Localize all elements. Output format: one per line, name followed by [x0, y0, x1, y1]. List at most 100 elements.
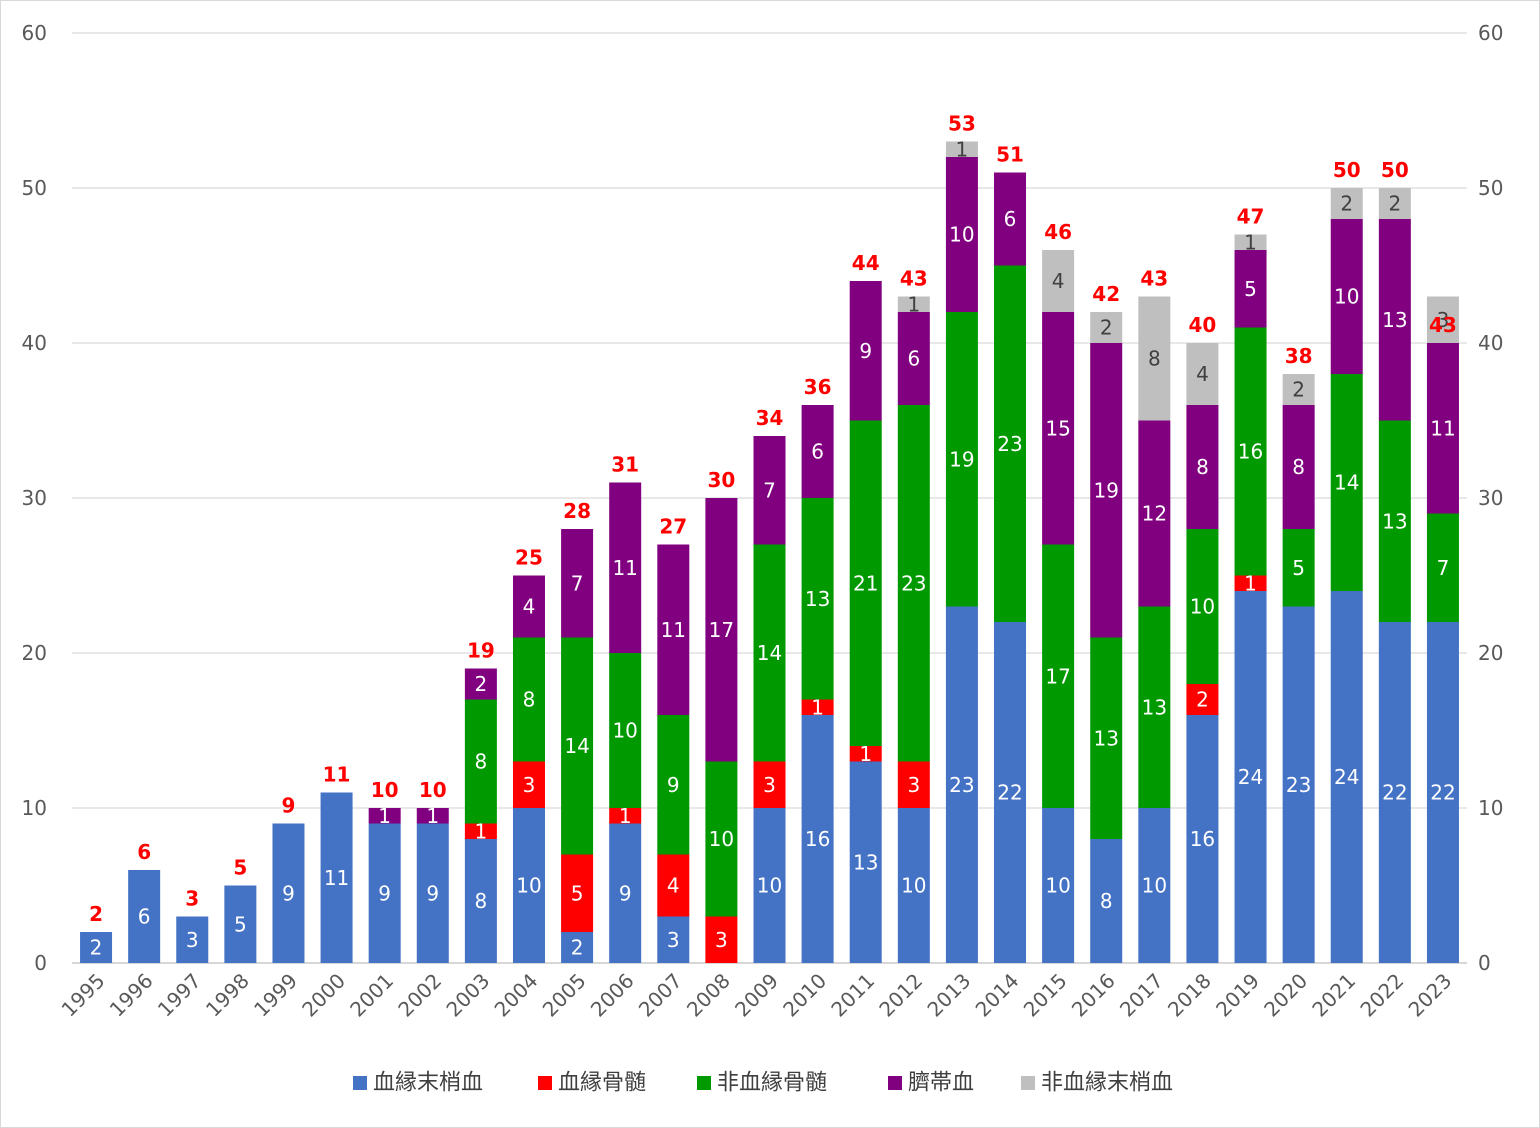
legend-swatch	[1021, 1076, 1035, 1090]
legend-item: 臍帯血	[888, 1071, 974, 1096]
data-label: 4	[1196, 362, 1209, 386]
data-label: 14	[757, 641, 782, 665]
total-label: 27	[659, 515, 687, 539]
data-label: 13	[1382, 308, 1407, 332]
y-tick-label-right: 60	[1478, 21, 1503, 45]
bar-segment	[657, 715, 690, 855]
bar-segment	[512, 761, 545, 808]
bar-segment	[1426, 343, 1459, 514]
bar-segment	[1234, 250, 1267, 328]
data-label: 9	[859, 339, 872, 363]
bar-segment	[994, 172, 1027, 266]
data-label: 19	[1093, 478, 1118, 502]
total-label: 19	[467, 639, 495, 663]
data-label: 13	[853, 850, 878, 874]
bar-segment	[464, 823, 497, 839]
total-label: 46	[1044, 220, 1072, 244]
data-label: 16	[1238, 440, 1263, 464]
data-label: 6	[811, 440, 824, 464]
data-label: 1	[378, 804, 391, 828]
bar-segment	[1138, 606, 1171, 808]
data-label: 11	[324, 866, 349, 890]
data-label: 1	[426, 804, 439, 828]
data-label: 10	[949, 223, 974, 247]
legend-swatch	[538, 1076, 552, 1090]
y-tick-label-left: 0	[34, 951, 47, 975]
data-label: 2	[1292, 378, 1305, 402]
data-label: 3	[763, 773, 776, 797]
bar-segment	[561, 529, 594, 638]
bar-segment	[1186, 684, 1219, 715]
bar-segment	[849, 761, 882, 963]
bar-segment	[753, 544, 786, 762]
bar-segment	[1234, 327, 1267, 576]
data-label: 24	[1238, 765, 1263, 789]
data-label: 8	[475, 889, 488, 913]
data-label: 2	[1340, 192, 1353, 216]
legend-label: 非血縁骨髄	[717, 1071, 827, 1096]
bar-segment	[1042, 808, 1075, 963]
total-label: 5	[233, 856, 247, 880]
bar-segment	[1426, 296, 1459, 343]
bar-segment	[464, 668, 497, 700]
data-label: 4	[523, 595, 536, 619]
data-label: 3	[907, 773, 920, 797]
y-axis-right: 0 10 20 30 40 50 60	[1478, 21, 1503, 975]
data-label: 10	[1190, 595, 1215, 619]
data-label: 1	[907, 292, 920, 316]
data-label: 3	[186, 928, 199, 952]
bar-segment	[368, 808, 401, 824]
total-label: 6	[137, 840, 151, 864]
bar-segment	[1426, 622, 1459, 963]
bar-segment	[561, 637, 594, 855]
total-label: 43	[1140, 267, 1168, 291]
data-label: 5	[1244, 277, 1257, 301]
legend-swatch	[697, 1076, 711, 1090]
bar-segment	[1234, 591, 1267, 963]
data-label: 23	[949, 773, 974, 797]
total-label: 3	[185, 887, 199, 911]
total-label: 51	[996, 143, 1024, 167]
data-label: 9	[378, 881, 391, 905]
data-label: 6	[1004, 207, 1017, 231]
bar-segment	[609, 482, 642, 653]
bar-segment	[849, 420, 882, 746]
bar-segment	[801, 699, 834, 715]
data-label: 3	[523, 773, 536, 797]
data-label: 13	[1093, 726, 1118, 750]
bar-segment	[561, 932, 594, 963]
y-tick-label-left: 60	[22, 21, 47, 45]
bar-segment	[897, 312, 930, 405]
total-label: 25	[515, 546, 543, 570]
data-label: 10	[612, 719, 637, 743]
data-label: 14	[564, 734, 589, 758]
data-label: 16	[1190, 827, 1215, 851]
data-label: 3	[715, 928, 728, 952]
bar-segment	[801, 498, 834, 700]
total-label: 47	[1237, 205, 1265, 229]
bar-segment	[1378, 420, 1411, 622]
bar-segment	[705, 498, 738, 762]
total-label: 10	[371, 778, 399, 802]
bar-segment	[1282, 529, 1315, 607]
bar-segment	[1042, 544, 1075, 808]
bar-segment	[849, 746, 882, 762]
data-label: 2	[90, 936, 103, 960]
data-label: 1	[1244, 230, 1257, 254]
bar-segment	[657, 916, 690, 963]
data-label: 3	[1437, 308, 1450, 332]
bar-segment	[1330, 374, 1363, 591]
legend-label: 臍帯血	[908, 1071, 974, 1096]
bar-segment	[1330, 219, 1363, 374]
data-label: 10	[757, 874, 782, 898]
legend-label: 血縁末梢血	[373, 1071, 483, 1096]
legend-label: 非血縁末梢血	[1041, 1071, 1173, 1096]
data-label: 23	[901, 571, 926, 595]
bar-segment	[897, 405, 930, 762]
bar-segment	[512, 808, 545, 963]
data-label: 11	[612, 556, 637, 580]
total-label: 53	[948, 112, 976, 136]
total-label: 11	[323, 763, 351, 787]
total-label: 43	[1429, 313, 1457, 337]
bar-segment	[801, 715, 834, 963]
